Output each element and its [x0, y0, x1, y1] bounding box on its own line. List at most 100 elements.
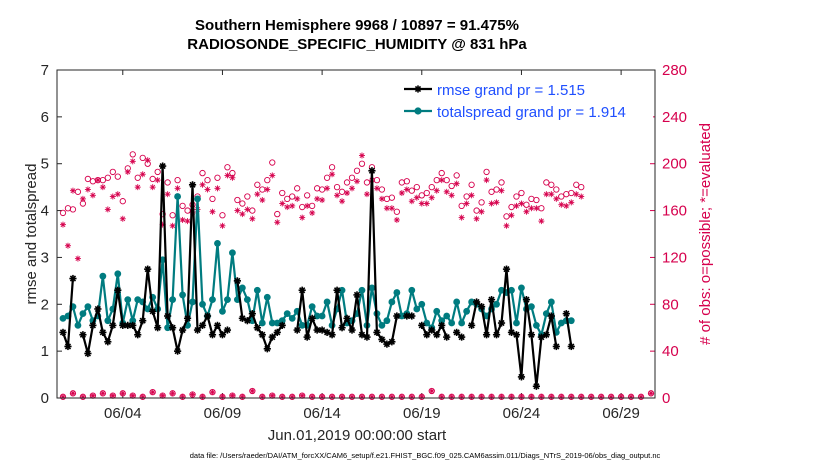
obs-evaluated-marker-stroke: [409, 198, 415, 204]
rmse-point-stroke: [264, 345, 271, 352]
obs-evaluated-marker-stroke: [533, 205, 539, 211]
obs-rejected-possible-marker: [458, 393, 465, 400]
obs-evaluated-marker-stroke: [568, 199, 574, 205]
x-tick-label: 06/04: [104, 405, 142, 422]
obs-evaluated-marker: [79, 195, 86, 202]
rmse-point: [443, 333, 451, 341]
obs-evaluated-marker-stroke: [429, 195, 435, 201]
obs-rejected-possible-marker: [149, 388, 156, 396]
rmse-point-stroke: [408, 312, 415, 320]
rmse-point-stroke: [269, 333, 276, 341]
obs-possible-marker: [383, 195, 391, 203]
obs-rejected-evaluated-marker: [349, 394, 355, 400]
rmse-point-stroke: [358, 331, 366, 338]
x-tick-label: 06/29: [602, 405, 640, 422]
totalspread-point: [413, 305, 421, 313]
rmse-point: [278, 321, 286, 329]
rmse-point: [562, 310, 570, 318]
totalspread-point: [283, 310, 291, 318]
obs-possible-marker: [304, 192, 311, 199]
rmse-point: [497, 319, 506, 327]
totalspread-point: [358, 286, 366, 294]
obs-possible-marker: [563, 191, 570, 198]
rmse-point: [552, 342, 560, 351]
rmse-point: [84, 349, 92, 358]
rmse-point-stroke: [119, 322, 126, 329]
obs-evaluated-marker: [199, 181, 206, 188]
rmse-point: [159, 162, 167, 170]
obs-possible-marker: [328, 164, 336, 171]
obs-evaluated-marker-stroke: [553, 196, 559, 202]
obs-evaluated-marker: [548, 191, 555, 198]
obs-rejected-evaluated-marker: [219, 394, 226, 400]
obs-rejected-possible-marker: [617, 393, 625, 400]
obs-rejected-evaluated-marker: [359, 394, 365, 400]
obs-possible-marker: [159, 210, 166, 218]
x-tick-label: 06/19: [403, 405, 441, 422]
obs-rejected-evaluated-marker: [588, 394, 594, 400]
totalspread-point: [199, 300, 206, 308]
totalspread-point: [104, 317, 112, 325]
rmse-point: [428, 326, 436, 334]
obs-evaluated-marker-stroke: [364, 191, 370, 197]
rmse-point: [124, 321, 132, 329]
obs-rejected-evaluated-marker: [150, 389, 156, 395]
rmse-point: [268, 333, 276, 341]
obs-possible-marker: [244, 193, 251, 200]
obs-evaluated-marker: [398, 190, 405, 196]
obs-possible-marker: [418, 192, 425, 199]
obs-rejected-possible-marker: [368, 393, 376, 400]
obs-rejected-evaluated-marker-stroke: [100, 391, 106, 396]
obs-rejected-evaluated-marker: [130, 393, 136, 399]
rmse-point: [59, 328, 67, 336]
obs-possible-marker: [69, 206, 77, 213]
totalspread-point: [493, 300, 500, 308]
obs-possible-marker: [393, 208, 401, 215]
obs-rejected-evaluated-marker: [309, 394, 315, 400]
rmse-point: [178, 326, 187, 334]
plot-frame: [56, 69, 656, 399]
obs-rejected-evaluated-marker: [70, 390, 76, 396]
rmse-point-stroke: [563, 310, 570, 317]
obs-possible-marker: [269, 159, 276, 166]
totalspread-point: [547, 298, 555, 306]
obs-evaluated-marker: [478, 208, 485, 215]
totalspread-point: [129, 317, 137, 325]
rmse-point: [198, 321, 207, 329]
obs-evaluated-marker: [229, 174, 236, 181]
obs-evaluated-marker: [339, 198, 346, 205]
totalspread-point: [99, 272, 107, 280]
obs-rejected-evaluated-marker-stroke: [250, 388, 255, 394]
obs-possible-marker: [408, 187, 415, 194]
obs-possible-marker: [493, 186, 500, 193]
legend-box: [401, 77, 653, 121]
obs-evaluated-marker: [508, 212, 515, 219]
rmse-point: [129, 321, 137, 329]
obs-possible-marker: [363, 179, 371, 186]
obs-rejected-possible-marker: [219, 393, 226, 400]
obs-evaluated-marker-stroke: [474, 216, 480, 222]
rmse-point-stroke: [64, 343, 72, 350]
obs-rejected-possible-marker: [538, 393, 545, 400]
obs-possible-marker: [308, 202, 316, 210]
rmse-point-stroke: [548, 312, 555, 320]
obs-rejected-evaluated-marker: [429, 388, 435, 394]
obs-evaluated-marker: [503, 222, 510, 229]
rmse-point: [208, 331, 217, 339]
obs-rejected-evaluated-marker: [249, 388, 255, 394]
obs-possible-marker: [154, 168, 161, 176]
obs-evaluated-marker-stroke: [65, 243, 71, 249]
obs-possible-marker: [423, 189, 430, 197]
obs-evaluated-marker: [179, 216, 186, 223]
obs-rejected-evaluated-marker: [319, 394, 325, 400]
rmse-point: [532, 382, 540, 390]
obs-evaluated-marker-stroke: [399, 190, 405, 196]
rmse-point-stroke: [194, 326, 201, 334]
rmse-point-stroke: [333, 287, 341, 294]
obs-evaluated-marker-stroke: [319, 197, 325, 203]
totalspread-point: [159, 256, 167, 264]
totalspread-point: [378, 321, 386, 329]
obs-possible-marker: [139, 154, 146, 162]
obs-evaluated-marker: [578, 193, 585, 200]
obs-rejected-possible-marker: [139, 393, 146, 400]
